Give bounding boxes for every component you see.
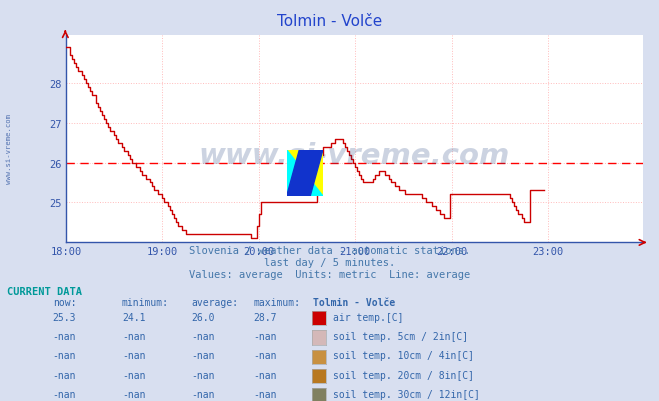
Text: 25.3: 25.3: [53, 312, 76, 322]
Polygon shape: [287, 150, 323, 196]
Text: now:: now:: [53, 298, 76, 308]
Text: -nan: -nan: [254, 370, 277, 380]
Text: -nan: -nan: [191, 389, 215, 399]
Text: Slovenia / weather data - automatic stations.: Slovenia / weather data - automatic stat…: [189, 245, 470, 255]
Text: maximum:: maximum:: [254, 298, 301, 308]
Text: -nan: -nan: [122, 370, 146, 380]
Text: minimum:: minimum:: [122, 298, 169, 308]
Text: -nan: -nan: [122, 389, 146, 399]
Text: Tolmin - Volče: Tolmin - Volče: [277, 14, 382, 29]
Text: -nan: -nan: [122, 350, 146, 360]
Text: air temp.[C]: air temp.[C]: [333, 312, 403, 322]
Text: www.si-vreme.com: www.si-vreme.com: [198, 142, 510, 170]
Text: CURRENT DATA: CURRENT DATA: [7, 287, 82, 297]
Text: -nan: -nan: [53, 350, 76, 360]
Text: -nan: -nan: [191, 350, 215, 360]
Text: -nan: -nan: [254, 331, 277, 341]
Text: -nan: -nan: [53, 331, 76, 341]
Text: average:: average:: [191, 298, 238, 308]
Text: -nan: -nan: [254, 350, 277, 360]
Text: -nan: -nan: [191, 370, 215, 380]
Text: 26.0: 26.0: [191, 312, 215, 322]
Text: -nan: -nan: [122, 331, 146, 341]
Text: soil temp. 20cm / 8in[C]: soil temp. 20cm / 8in[C]: [333, 370, 474, 380]
Text: -nan: -nan: [53, 370, 76, 380]
Text: 24.1: 24.1: [122, 312, 146, 322]
Text: Values: average  Units: metric  Line: average: Values: average Units: metric Line: aver…: [189, 269, 470, 279]
Polygon shape: [287, 150, 323, 196]
Text: Tolmin - Volče: Tolmin - Volče: [313, 298, 395, 308]
Text: last day / 5 minutes.: last day / 5 minutes.: [264, 257, 395, 267]
Text: 28.7: 28.7: [254, 312, 277, 322]
Text: soil temp. 10cm / 4in[C]: soil temp. 10cm / 4in[C]: [333, 350, 474, 360]
Text: -nan: -nan: [53, 389, 76, 399]
Text: soil temp. 30cm / 12in[C]: soil temp. 30cm / 12in[C]: [333, 389, 480, 399]
Text: soil temp. 5cm / 2in[C]: soil temp. 5cm / 2in[C]: [333, 331, 468, 341]
Text: www.si-vreme.com: www.si-vreme.com: [5, 113, 12, 183]
Polygon shape: [287, 150, 323, 196]
Text: -nan: -nan: [191, 331, 215, 341]
Text: -nan: -nan: [254, 389, 277, 399]
